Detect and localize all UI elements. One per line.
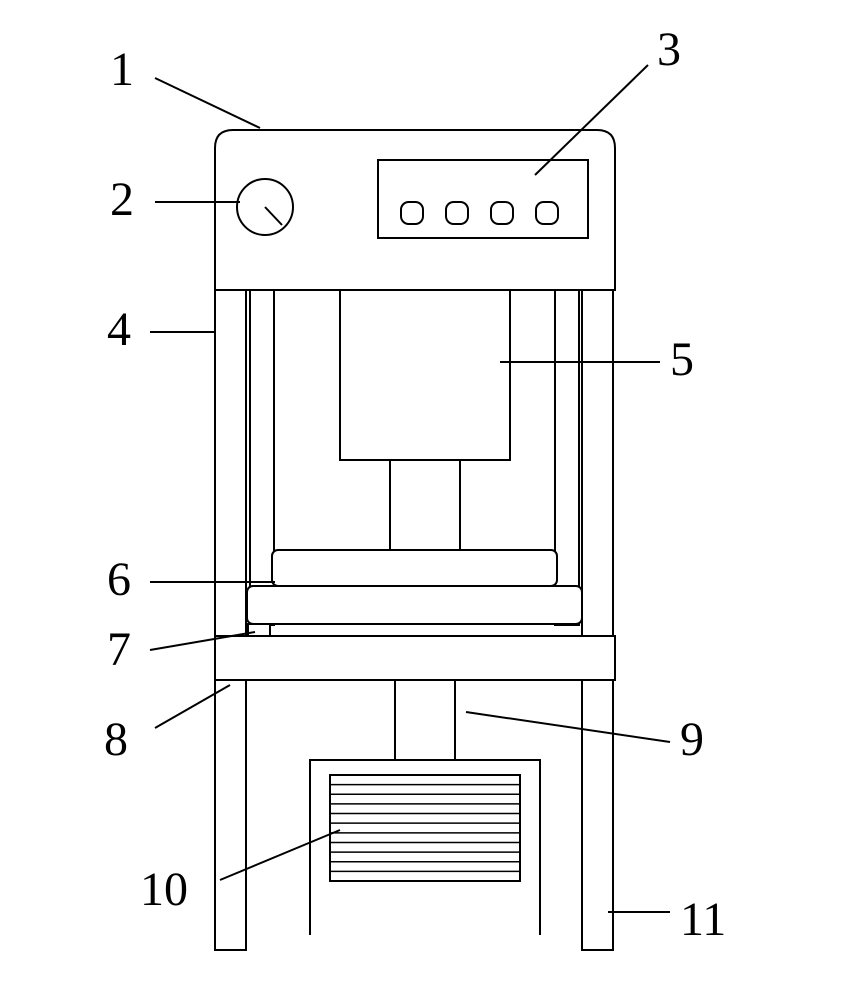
- callout-label-6: 6: [107, 552, 131, 607]
- callout-label-11: 11: [680, 892, 726, 947]
- callout-label-4: 4: [107, 302, 131, 357]
- callout-label-5: 5: [670, 332, 694, 387]
- callout-label-2: 2: [110, 172, 134, 227]
- callout-label-7: 7: [107, 622, 131, 677]
- callout-label-9: 9: [680, 712, 704, 767]
- callout-label-1: 1: [110, 42, 134, 97]
- callout-label-10: 10: [140, 862, 188, 917]
- callout-label-8: 8: [104, 712, 128, 767]
- callout-label-3: 3: [657, 22, 681, 77]
- schematic-drawing: [0, 0, 859, 986]
